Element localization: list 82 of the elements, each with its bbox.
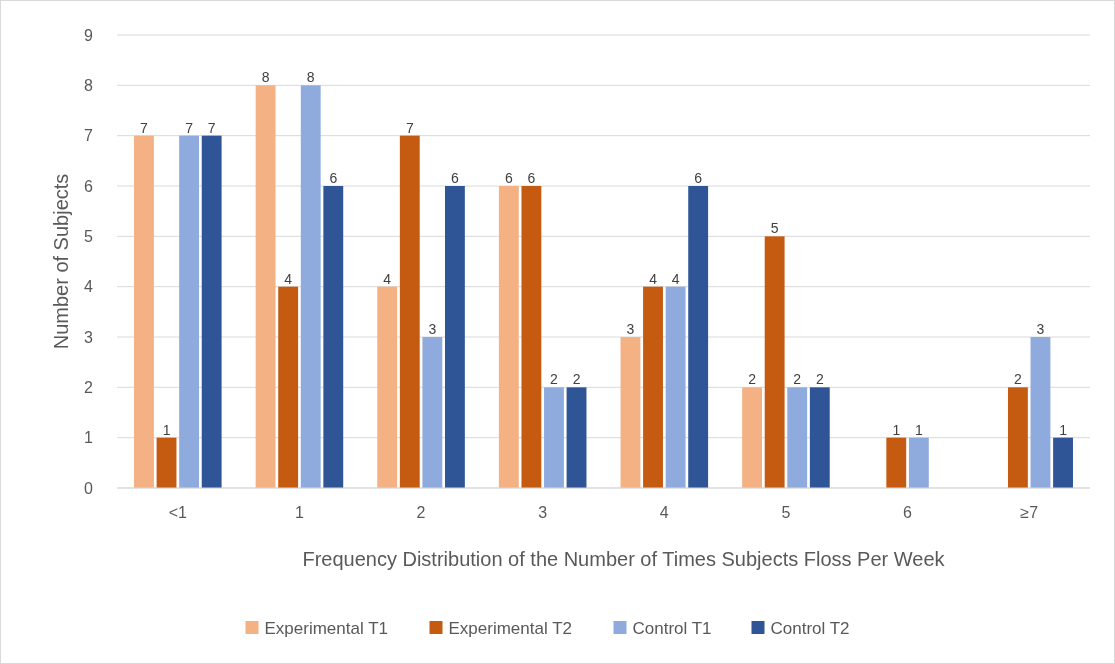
data-label: 2 (1014, 371, 1022, 388)
x-tick-label: <1 (168, 504, 188, 521)
data-label: 7 (185, 119, 194, 136)
data-label: 7 (405, 119, 414, 136)
bar (300, 85, 321, 488)
bar (1030, 337, 1051, 488)
bar (399, 135, 420, 488)
legend-label: Experimental T2 (448, 618, 572, 638)
bar (377, 286, 398, 488)
bar (255, 85, 276, 488)
data-label: 2 (793, 371, 802, 388)
data-label: 7 (140, 119, 149, 136)
y-tick-label: 3 (84, 328, 94, 346)
data-label: 6 (451, 170, 460, 186)
data-label: 8 (306, 69, 315, 86)
bar (498, 186, 519, 488)
bar (886, 437, 907, 488)
y-tick-label: 6 (84, 177, 94, 195)
data-label: 4 (383, 270, 392, 287)
data-label: 1 (162, 421, 171, 438)
data-label: 7 (207, 119, 216, 136)
data-label: 1 (914, 421, 923, 438)
x-tick-label: 2 (416, 504, 426, 521)
y-axis-title: Number of Subjects (50, 173, 72, 350)
data-label: 6 (329, 170, 338, 186)
x-tick-label: ≥7 (1020, 504, 1039, 521)
x-tick-label: 5 (781, 504, 791, 521)
bar (156, 437, 177, 488)
bar (521, 186, 542, 488)
bar (1053, 437, 1073, 488)
bar (643, 286, 663, 488)
y-tick-label: 2 (84, 378, 94, 396)
bar (742, 387, 763, 488)
bar (444, 186, 465, 488)
data-label: 1 (892, 421, 901, 438)
x-tick-label: 6 (903, 504, 913, 521)
data-label: 3 (626, 321, 635, 337)
data-label: 6 (694, 170, 703, 186)
x-tick-label: 3 (538, 504, 548, 521)
x-axis-title: Frequency Distribution of the Number of Times Subjects Floss Per Week (302, 548, 946, 570)
y-tick-label: 0 (84, 479, 94, 497)
data-label: 1 (1059, 421, 1068, 438)
y-tick-label: 9 (84, 26, 94, 44)
legend-label: Control T1 (632, 618, 712, 638)
y-tick-label: 1 (84, 429, 94, 447)
bar (688, 186, 709, 488)
bar (544, 387, 564, 488)
data-label: 2 (815, 371, 824, 388)
bar (665, 286, 686, 488)
y-tick-label: 8 (84, 76, 94, 94)
bar (323, 186, 344, 488)
bar (1007, 387, 1028, 488)
data-label: 2 (748, 371, 757, 388)
data-label: 5 (770, 220, 779, 237)
bar (201, 135, 222, 488)
bar (566, 387, 587, 488)
data-label: 3 (428, 321, 437, 337)
bar (787, 387, 808, 488)
legend-label: Experimental T1 (264, 618, 388, 638)
data-label: 6 (527, 170, 536, 186)
y-tick-label: 4 (84, 278, 94, 296)
data-label: 4 (649, 270, 658, 287)
bar (134, 135, 154, 488)
data-label: 2 (550, 371, 559, 388)
data-label: 4 (284, 270, 293, 287)
y-tick-label: 7 (84, 127, 94, 145)
bar (809, 387, 830, 488)
x-tick-label: 1 (294, 504, 304, 521)
data-label: 3 (1036, 321, 1045, 337)
bar (908, 437, 929, 488)
legend-label: Control T2 (770, 618, 850, 638)
x-tick-label: 4 (659, 504, 669, 521)
bar (422, 337, 443, 488)
data-label: 6 (504, 170, 513, 186)
data-label: 2 (572, 371, 581, 388)
bar (179, 135, 200, 488)
bar (620, 337, 641, 488)
data-label: 4 (671, 270, 680, 287)
y-tick-label: 5 (84, 227, 94, 245)
bar (764, 236, 785, 488)
bar (278, 286, 299, 488)
data-label: 8 (261, 69, 270, 86)
